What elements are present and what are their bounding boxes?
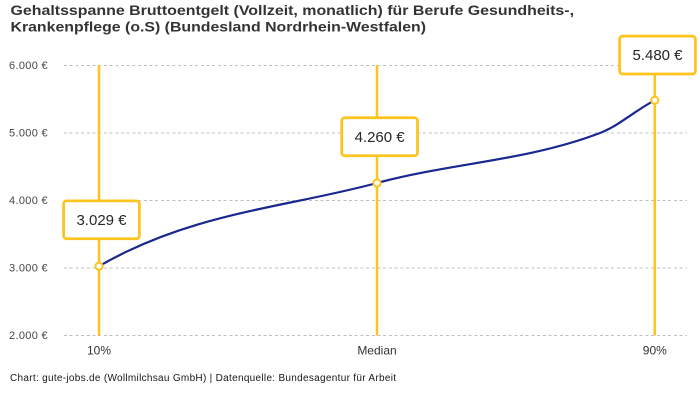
svg-text:10%: 10% <box>87 343 111 357</box>
svg-text:Krankenpflege (o.S) (Bundeslan: Krankenpflege (o.S) (Bundesland Nordrhei… <box>11 20 427 35</box>
svg-text:3.000 €: 3.000 € <box>9 263 48 275</box>
svg-text:2.000 €: 2.000 € <box>9 330 48 342</box>
svg-text:Median: Median <box>357 343 396 357</box>
svg-text:6.000 €: 6.000 € <box>9 60 48 72</box>
svg-text:Chart: gute-jobs.de (Wollmilch: Chart: gute-jobs.de (Wollmilchsau GmbH) … <box>10 373 396 384</box>
svg-text:5.480 €: 5.480 € <box>632 47 683 64</box>
svg-text:5.000 €: 5.000 € <box>9 127 48 139</box>
svg-text:4.000 €: 4.000 € <box>9 195 48 207</box>
svg-text:4.260 €: 4.260 € <box>355 129 406 146</box>
svg-text:90%: 90% <box>643 343 667 357</box>
svg-text:3.029 €: 3.029 € <box>76 212 127 229</box>
svg-text:Gehaltsspanne Bruttoentgelt (V: Gehaltsspanne Bruttoentgelt (Vollzeit, m… <box>11 3 575 18</box>
